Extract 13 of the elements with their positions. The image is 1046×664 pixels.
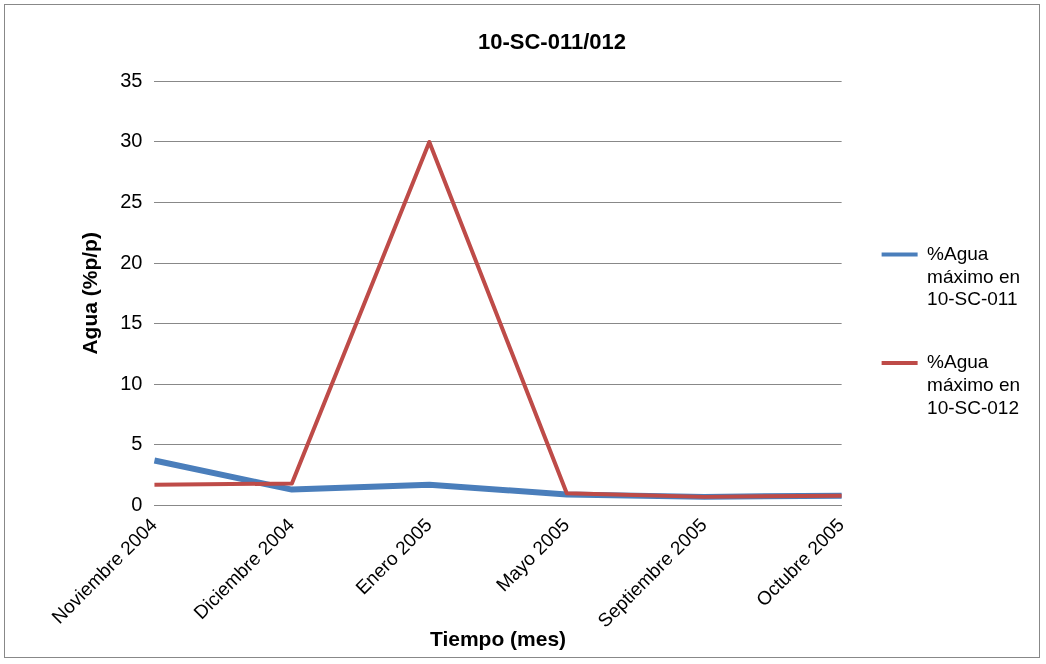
x-axis-title: Tiempo (mes) bbox=[429, 627, 567, 651]
y-axis-title: Agua (%p/p) bbox=[78, 232, 102, 355]
y-tick-label: 15 bbox=[120, 311, 143, 334]
y-tick-label: 35 bbox=[120, 68, 143, 91]
legend-label: %Agua máximo en 10-SC-012 bbox=[927, 351, 1021, 418]
y-tick-label: 0 bbox=[131, 492, 143, 515]
y-tick-label: 20 bbox=[120, 250, 143, 273]
y-tick-label: 25 bbox=[120, 190, 143, 213]
y-tick-label: 5 bbox=[131, 432, 143, 455]
legend-label: %Agua máximo en 10-SC-011 bbox=[927, 242, 1021, 310]
chart-title: 10-SC-011/012 bbox=[478, 29, 626, 55]
y-tick-label: 10 bbox=[120, 371, 143, 394]
y-tick-label: 30 bbox=[120, 129, 143, 152]
